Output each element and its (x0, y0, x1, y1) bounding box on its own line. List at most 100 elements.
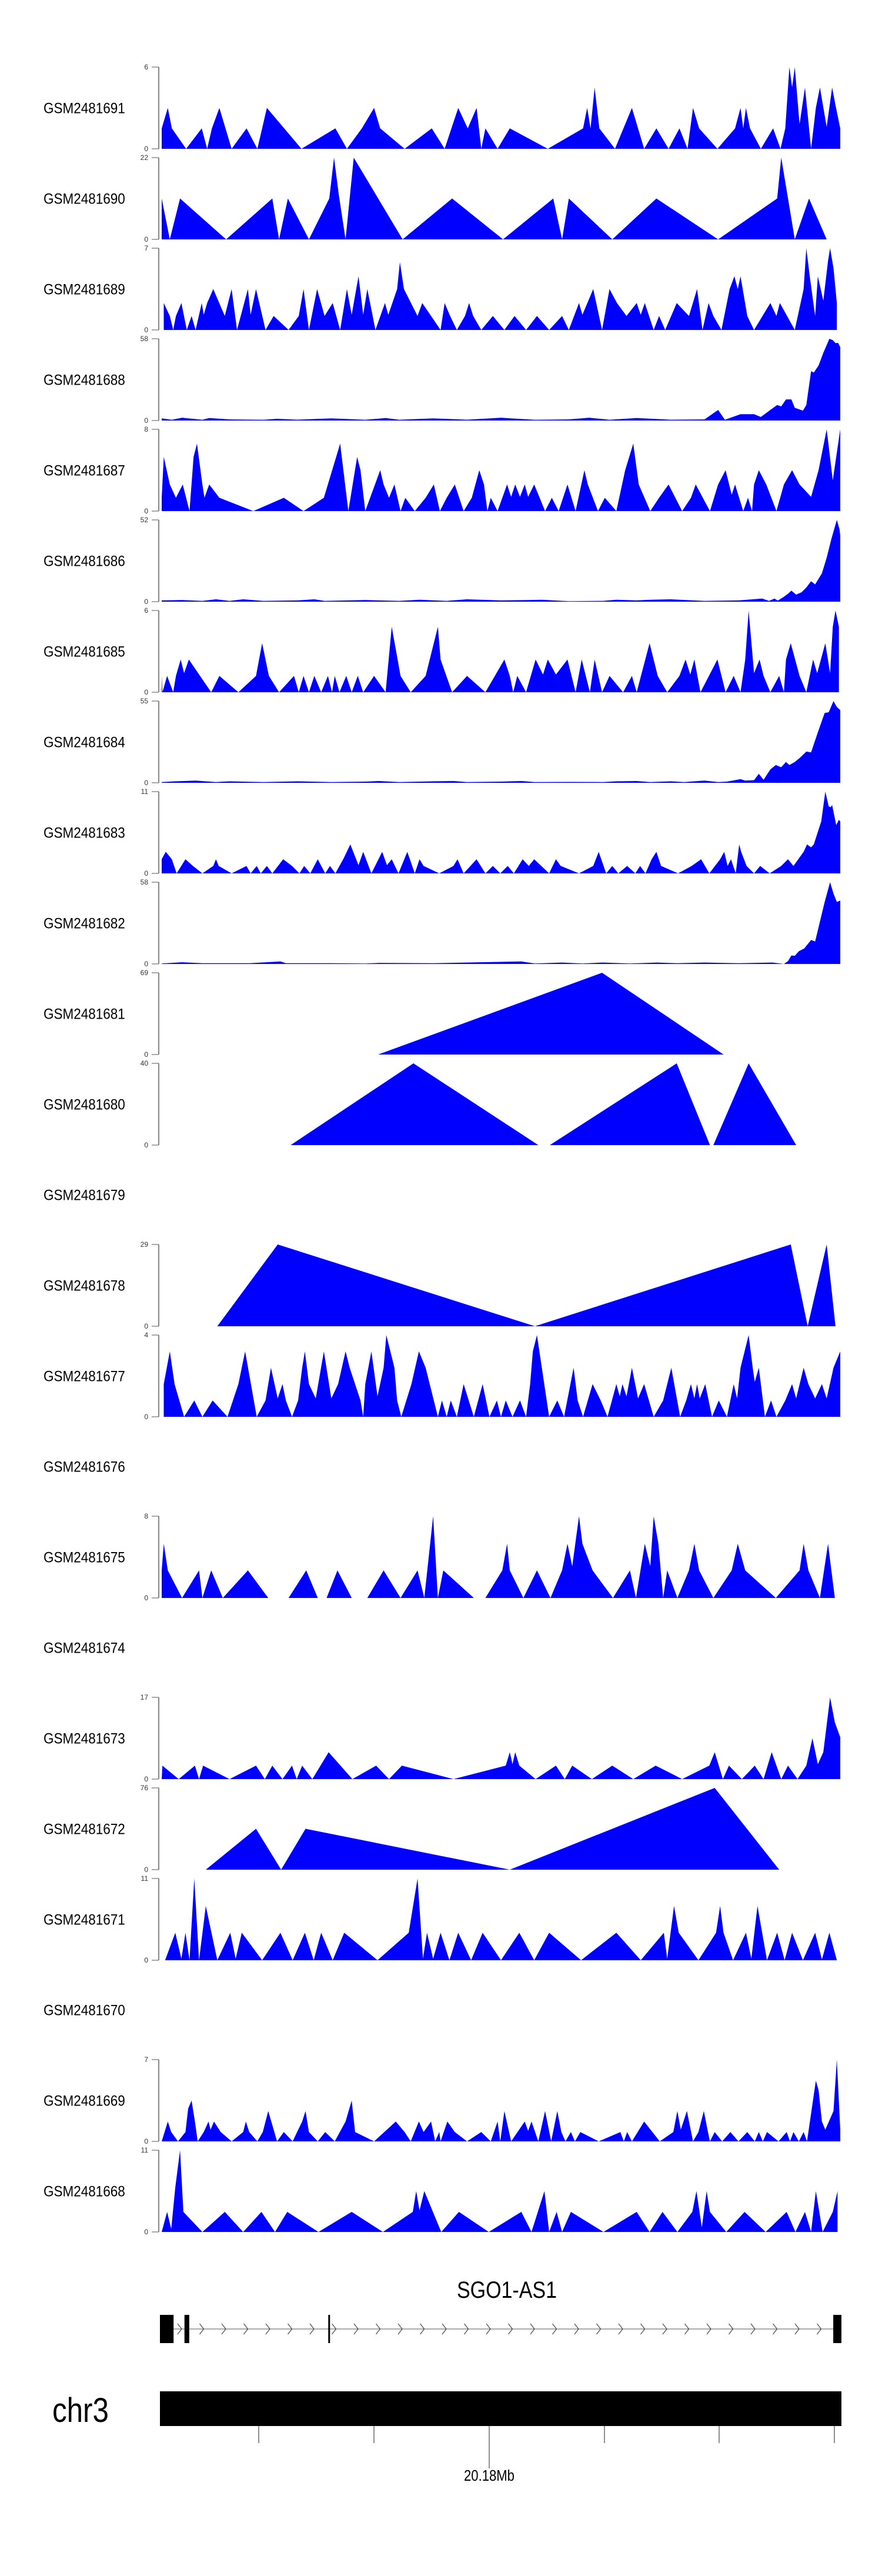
gene-exons (160, 2315, 841, 2343)
y-tick-label-max: 6 (144, 606, 148, 615)
y-tick-label-max: 11 (141, 2146, 149, 2154)
strand-arrow-icon (662, 2323, 667, 2335)
sample-label: GSM2481687 (44, 462, 125, 479)
y-tick-label-max: 4 (144, 1331, 148, 1339)
coverage-area (290, 1063, 796, 1145)
y-tick-label-max: 69 (141, 969, 149, 977)
sample-label: GSM2481669 (44, 2093, 125, 2109)
sample-track: GSM2481684 55 0 (44, 697, 840, 787)
sample-track: GSM2481683 11 0 (44, 788, 840, 877)
sample-track: GSM2481677 4 0 (44, 1331, 840, 1421)
y-tick-label-max: 11 (141, 1874, 149, 1883)
strand-arrow-icon (618, 2323, 623, 2335)
chromosome-bar (160, 2391, 841, 2426)
strand-arrow-icon (265, 2323, 270, 2335)
sample-track: GSM2481691 6 0 (44, 63, 840, 153)
coverage-tracks: GSM248169160GSM2481690220GSM248168970GSM… (44, 63, 840, 2236)
sample-track: GSM2481672 76 0 (44, 1784, 780, 1874)
y-tick-label-min: 0 (144, 869, 148, 877)
y-tick-label-max: 11 (141, 788, 149, 796)
coverage-area (162, 792, 840, 873)
strand-arrow-icon (552, 2323, 557, 2335)
chromosome-axis: chr3 20.18Mb (52, 2391, 841, 2484)
strand-arrow-icon (508, 2323, 513, 2335)
sample-label: GSM2481688 (44, 372, 125, 388)
y-tick-label-max: 22 (141, 154, 149, 162)
y-tick-label-max: 55 (141, 697, 149, 705)
y-tick-label-min: 0 (144, 507, 148, 515)
sample-label: GSM2481686 (44, 553, 125, 569)
sample-label: GSM2481672 (44, 1821, 125, 1837)
strand-arrow-icon (817, 2323, 822, 2335)
sample-track: GSM2481689 7 0 (44, 244, 837, 334)
strand-arrow-icon (464, 2323, 469, 2335)
y-tick-label-max: 58 (141, 335, 149, 343)
sample-label: GSM2481683 (44, 825, 125, 841)
strand-arrow-icon (574, 2323, 579, 2335)
y-tick-label-max: 7 (144, 244, 148, 252)
strand-arrow-icon (486, 2323, 491, 2335)
y-tick-label-min: 0 (144, 1322, 148, 1330)
sample-label: GSM2481674 (44, 1640, 125, 1656)
sample-label: GSM2481690 (44, 191, 125, 207)
y-tick-label-min: 0 (144, 779, 148, 787)
sample-track: GSM2481670 (44, 2002, 125, 2018)
sample-track: GSM2481668 11 0 (44, 2146, 838, 2236)
y-tick-label-min: 0 (144, 1594, 148, 1602)
y-tick-label-max: 40 (141, 1059, 149, 1067)
chromosome-label: chr3 (52, 2391, 109, 2430)
sample-track: GSM2481687 8 0 (44, 425, 840, 515)
y-tick-label-max: 7 (144, 2056, 148, 2064)
sample-label: GSM2481681 (44, 1006, 125, 1022)
y-tick-label-min: 0 (144, 1775, 148, 1783)
coverage-area (162, 1697, 840, 1779)
strand-arrow-icon (332, 2323, 337, 2335)
y-tick-label-min: 0 (144, 1866, 148, 1874)
gene-track: SGO1-AS1 (160, 2276, 841, 2343)
y-tick-label-max: 17 (141, 1693, 149, 1701)
strand-arrow-icon (596, 2323, 602, 2335)
sample-track: GSM2481678 29 0 (44, 1240, 836, 1330)
sample-track: GSM2481674 (44, 1640, 125, 1656)
sample-label: GSM2481682 (44, 915, 125, 932)
coverage-area (163, 248, 837, 330)
strand-arrow-icon (243, 2323, 249, 2335)
strand-arrow-icon (794, 2323, 800, 2335)
sample-track: GSM2481679 (44, 1187, 125, 1203)
gene-name-label: SGO1-AS1 (457, 2276, 557, 2303)
y-tick-label-min: 0 (144, 1413, 148, 1421)
coverage-area (162, 158, 827, 239)
sample-label: GSM2481685 (44, 643, 125, 660)
sample-track: GSM2481671 11 0 (44, 1874, 837, 1964)
y-tick-label-max: 58 (141, 878, 149, 886)
sample-label: GSM2481675 (44, 1549, 125, 1566)
coverage-area (162, 429, 840, 511)
y-tick-label-min: 0 (144, 960, 148, 968)
sample-label: GSM2481678 (44, 1277, 125, 1294)
y-tick-label-max: 8 (144, 425, 148, 433)
sample-track: GSM2481673 17 0 (44, 1693, 840, 1783)
sample-label: GSM2481677 (44, 1368, 125, 1384)
y-tick-label-min: 0 (144, 235, 148, 243)
y-tick-label-min: 0 (144, 2137, 148, 2145)
y-tick-label-min: 0 (144, 1956, 148, 1964)
coverage-area (162, 67, 840, 149)
coverage-area (162, 882, 840, 964)
sample-label: GSM2481689 (44, 281, 125, 298)
axis-ticks (258, 2426, 835, 2468)
coverage-area (162, 610, 839, 692)
y-tick-label-max: 6 (144, 63, 148, 71)
strand-arrow-icon (530, 2323, 535, 2335)
y-tick-label-max: 52 (141, 516, 149, 524)
strand-arrow-icon (420, 2323, 425, 2335)
sample-track: GSM2481686 52 0 (44, 516, 840, 606)
y-tick-label-min: 0 (144, 416, 148, 425)
coverage-area (378, 973, 724, 1055)
strand-arrow-icon (199, 2323, 205, 2335)
strand-arrow-icon (640, 2323, 646, 2335)
y-tick-label-max: 8 (144, 1512, 148, 1520)
strand-arrow-icon (750, 2323, 756, 2335)
exon-block (184, 2315, 189, 2343)
y-tick-label-min: 0 (144, 598, 148, 606)
